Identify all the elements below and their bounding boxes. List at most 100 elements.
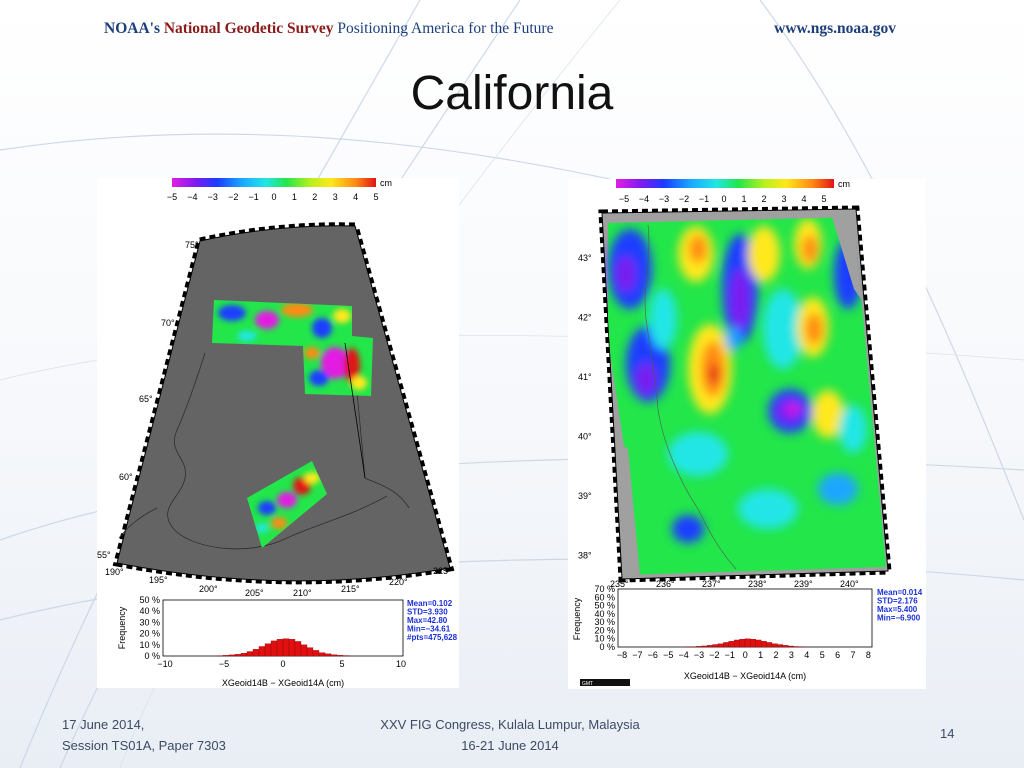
- histogram-bar: [761, 641, 767, 648]
- header-agency: NOAA's: [104, 20, 160, 37]
- histogram-bar: [246, 651, 254, 657]
- histogram-y-tick: 70 %: [594, 584, 615, 594]
- histogram-y-tick: 0 %: [599, 642, 615, 652]
- latitude-label: 65°: [139, 394, 153, 404]
- histogram-y-tick: 20 %: [139, 629, 160, 639]
- histogram-bar: [228, 654, 236, 657]
- histogram-bar: [744, 638, 751, 648]
- histogram-y-label: Frequency: [117, 606, 127, 649]
- histogram-x-tick: −10: [157, 659, 172, 669]
- footer-congress: XXV FIG Congress, Kulala Lumpur, Malaysi…: [340, 714, 680, 756]
- histogram-y-tick: 10 %: [594, 634, 615, 644]
- colorbar-tick-label: 0: [721, 194, 726, 204]
- histogram-x-tick: 5: [339, 659, 344, 669]
- histogram-y-tick: 50 %: [594, 601, 615, 611]
- gmt-badge: [580, 679, 630, 686]
- histogram-bar: [234, 654, 242, 657]
- longitude-label: 200°: [199, 584, 218, 594]
- colorbar-tick-label: −4: [639, 194, 649, 204]
- histogram-bar: [782, 645, 789, 648]
- histogram-x-tick: 1: [758, 650, 763, 660]
- longitude-label: 220°: [389, 577, 408, 587]
- longitude-label: 238°: [748, 579, 767, 589]
- colorbar-tick-label: 4: [353, 192, 358, 202]
- colorbar-ticks: −5 −4 −3 −2 −1 0 1 2 3 4 5: [167, 192, 379, 202]
- histogram: 50 %40 %30 % 20 %10 %0 % −10 −5 0 5 10 Freque…: [117, 595, 458, 688]
- colorbar-ticks: −5 −4 −3 −2 −1 0 1 2 3 4 5: [619, 194, 827, 204]
- histogram-x-tick: −2: [709, 650, 719, 660]
- longitude-label: 239°: [794, 579, 813, 589]
- histogram-bar: [252, 649, 260, 657]
- histogram-x-tick: −5: [219, 659, 229, 669]
- latitude-labels: 75° 70° 65° 60° 55°: [97, 240, 199, 560]
- stat-line: Mean=0.014: [877, 588, 923, 597]
- latitude-label: 38°: [578, 551, 592, 561]
- colorbar-tick-label: −1: [248, 192, 258, 202]
- histogram-x-tick: 2: [773, 650, 778, 660]
- colorbar-tick-label: 5: [373, 192, 378, 202]
- header-tagline: Positioning America for the Future: [337, 20, 554, 37]
- california-figure: cm −5 −4 −3 −2 −1 0 1 2 3 4 5: [568, 179, 926, 689]
- longitude-label: 236°: [656, 579, 675, 589]
- histogram-x-tick: −5: [663, 650, 673, 660]
- histogram-y-tick: 20 %: [594, 625, 615, 635]
- histogram-x-label: XGeoid14B − XGeoid14A (cm): [684, 671, 806, 681]
- footer-date-session: 17 June 2014, Session TS01A, Paper 7303: [62, 714, 226, 756]
- colorbar-tick-label: 1: [741, 194, 746, 204]
- stat-line: Mean=0.102: [407, 599, 453, 608]
- footer-session: Session TS01A, Paper 7303: [62, 738, 226, 753]
- histogram-x-tick: 7: [850, 650, 855, 660]
- histogram-bar: [771, 643, 778, 648]
- histogram-bars: [216, 638, 350, 657]
- longitude-labels: 235° 236° 237° 238° 239° 240°: [610, 579, 859, 589]
- longitude-label: 225°: [433, 566, 452, 576]
- longitude-labels: 190° 195° 200° 205° 210° 215° 220° 225°: [105, 566, 452, 598]
- footer-congress-name: XXV FIG Congress, Kulala Lumpur, Malaysi…: [380, 717, 640, 732]
- histogram-y-tick: 40 %: [139, 606, 160, 616]
- histogram-bar: [306, 647, 314, 657]
- coastlines: [118, 337, 410, 550]
- longitude-label: 190°: [105, 567, 124, 577]
- histogram-x-tick: 10: [396, 659, 406, 669]
- colorbar-tick-label: −5: [619, 194, 629, 204]
- histogram-bar: [723, 642, 729, 648]
- longitude-label: 195°: [149, 575, 168, 585]
- gmt-label: GMT: [582, 681, 593, 687]
- histogram-x-tick: 6: [835, 650, 840, 660]
- longitude-label: 235°: [610, 579, 629, 589]
- stat-line: Min=−34.61: [407, 625, 451, 634]
- histogram-bars: [685, 638, 805, 648]
- footer-congress-dates: 16-21 June 2014: [461, 738, 559, 753]
- stat-line: Max=42.80: [407, 616, 448, 625]
- histogram-bar: [270, 640, 278, 657]
- histogram-bar: [336, 655, 344, 657]
- histogram-bar: [766, 642, 773, 648]
- colorbar-tick-label: −5: [167, 192, 177, 202]
- histogram-x-tick: 0: [280, 659, 285, 669]
- colorbar-tick-label: −2: [679, 194, 689, 204]
- colorbar-tick-label: 0: [271, 192, 276, 202]
- header-url[interactable]: www.ngs.noaa.gov: [774, 20, 896, 37]
- histogram-x-tick: −8: [617, 650, 627, 660]
- stat-line: Max=5.400: [877, 605, 918, 614]
- histogram-bar: [294, 641, 302, 657]
- histogram-bar: [288, 639, 296, 657]
- histogram-bar: [788, 645, 794, 648]
- latitude-label: 75°: [185, 240, 199, 250]
- stat-line: #pts=475,628: [407, 633, 458, 642]
- latitude-label: 43°: [578, 253, 592, 263]
- latitude-label: 40°: [578, 432, 592, 442]
- histogram-bar: [696, 646, 702, 648]
- histogram-y-label: Frequency: [572, 597, 582, 640]
- longitude-label: 215°: [341, 584, 360, 594]
- colorbar-tick-label: −4: [187, 192, 197, 202]
- slide-header: NOAA's National Geodetic Survey Position…: [104, 18, 904, 44]
- histogram-bar: [240, 653, 248, 657]
- histogram-bar: [312, 650, 320, 657]
- histogram-bar: [712, 644, 719, 648]
- histogram-bar: [318, 652, 326, 657]
- histogram-y-tick: 10 %: [139, 640, 160, 650]
- colorbar-unit: cm: [380, 178, 392, 188]
- california-data-field: [602, 217, 886, 575]
